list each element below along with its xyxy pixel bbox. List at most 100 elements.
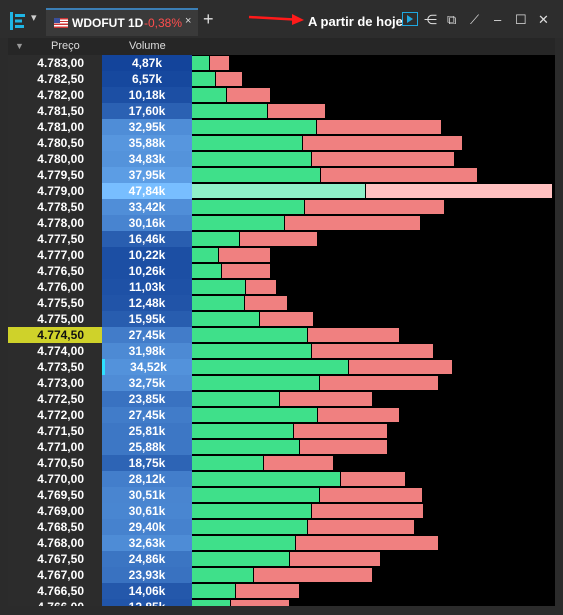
- sell-volume-bar: [209, 56, 229, 70]
- table-row[interactable]: 4.778,50 33,42k: [8, 199, 555, 215]
- sell-volume-bar: [307, 520, 414, 534]
- volume-cell: 17,60k: [102, 103, 192, 119]
- table-row[interactable]: 4.770,50 18,75k: [8, 455, 555, 471]
- volume-cell: 23,93k: [102, 567, 192, 583]
- table-row[interactable]: 4.783,00 4,87k: [8, 55, 555, 71]
- period-label[interactable]: A partir de hoje: [308, 14, 403, 29]
- play-replay-icon[interactable]: [402, 12, 418, 26]
- sell-volume-bar: [239, 232, 317, 246]
- table-row[interactable]: 4.776,00 11,03k: [8, 279, 555, 295]
- buy-volume-bar: [192, 376, 319, 390]
- table-row[interactable]: 4.768,50 29,40k: [8, 519, 555, 535]
- sell-volume-bar: [340, 472, 405, 486]
- table-row[interactable]: 4.775,00 15,95k: [8, 311, 555, 327]
- maximize-button[interactable]: ☐: [515, 12, 527, 27]
- table-row[interactable]: 4.772,00 27,45k: [8, 407, 555, 423]
- sell-volume-bar: [246, 280, 276, 294]
- table-row[interactable]: 4.780,50 35,88k: [8, 135, 555, 151]
- sell-volume-bar: [285, 216, 420, 230]
- buy-volume-bar: [192, 56, 209, 70]
- volume-cell: 10,26k: [102, 263, 192, 279]
- volume-cell: 30,61k: [102, 503, 192, 519]
- close-window-button[interactable]: ✕: [538, 12, 549, 27]
- volume-cell: 25,81k: [102, 423, 192, 439]
- buy-volume-bar: [192, 392, 280, 406]
- table-row[interactable]: 4.781,50 17,60k: [8, 103, 555, 119]
- buy-volume-bar: [192, 552, 289, 566]
- new-tab-button[interactable]: +: [203, 9, 214, 29]
- volume-cell: 12,48k: [102, 295, 192, 311]
- table-row[interactable]: 4.773,00 32,75k: [8, 375, 555, 391]
- buy-volume-bar: [192, 568, 253, 582]
- table-row[interactable]: 4.776,50 10,26k: [8, 263, 555, 279]
- table-row[interactable]: 4.771,50 25,81k: [8, 423, 555, 439]
- sell-volume-bar: [235, 584, 299, 598]
- table-row[interactable]: 4.770,00 28,12k: [8, 471, 555, 487]
- buy-volume-bar: [192, 104, 268, 118]
- volume-cell: 32,95k: [102, 119, 192, 135]
- volume-cell: 11,03k: [102, 279, 192, 295]
- sell-volume-bar: [230, 600, 290, 606]
- table-row[interactable]: 4.779,00 47,84k: [8, 183, 555, 199]
- sell-volume-bar: [259, 312, 314, 326]
- table-row[interactable]: 4.777,00 10,22k: [8, 247, 555, 263]
- price-cell: 4.777,50: [8, 231, 102, 247]
- table-row[interactable]: 4.766,50 14,06k: [8, 583, 555, 599]
- logo-menu-caret-icon[interactable]: ▾: [31, 12, 37, 24]
- app-logo-icon[interactable]: [8, 11, 28, 31]
- table-row[interactable]: 4.779,50 37,95k: [8, 167, 555, 183]
- table-row[interactable]: 4.771,00 25,88k: [8, 439, 555, 455]
- price-cell: 4.781,50: [8, 103, 102, 119]
- table-row[interactable]: 4.781,00 32,95k: [8, 119, 555, 135]
- table-row[interactable]: 4.769,50 30,51k: [8, 487, 555, 503]
- tab-close-button[interactable]: ×: [185, 15, 192, 27]
- table-row[interactable]: 4.782,50 6,57k: [8, 71, 555, 87]
- buy-volume-bar: [192, 344, 312, 358]
- table-row[interactable]: 4.775,50 12,48k: [8, 295, 555, 311]
- sort-caret-icon[interactable]: ▼: [15, 41, 24, 51]
- volume-at-price-table[interactable]: 4.783,00 4,87k 4.782,50 6,57k 4.782,00 10,18k…: [8, 55, 555, 606]
- price-cell: 4.776,50: [8, 263, 102, 279]
- sell-volume-bar: [221, 264, 271, 278]
- price-cell: 4.768,00: [8, 535, 102, 551]
- volume-cell: 25,88k: [102, 439, 192, 455]
- price-cell: 4.772,50: [8, 391, 102, 407]
- table-row[interactable]: 4.767,50 24,86k: [8, 551, 555, 567]
- table-row[interactable]: 4.774,00 31,98k: [8, 343, 555, 359]
- buy-volume-bar: [192, 216, 285, 230]
- volume-cell: 47,84k: [102, 183, 192, 199]
- share-icon[interactable]: ⋲: [424, 12, 437, 27]
- buy-volume-bar: [192, 520, 307, 534]
- table-row[interactable]: 4.782,00 10,18k: [8, 87, 555, 103]
- chart-trend-icon[interactable]: ⟋: [470, 12, 480, 27]
- table-row[interactable]: 4.773,50 34,52k: [8, 359, 555, 375]
- red-arrow-annotation-icon: [248, 14, 304, 25]
- sell-volume-bar: [215, 72, 242, 86]
- volume-column-header[interactable]: Volume: [129, 40, 166, 52]
- table-row[interactable]: 4.769,00 30,61k: [8, 503, 555, 519]
- volume-cell: 10,18k: [102, 87, 192, 103]
- table-row[interactable]: 4.780,00 34,83k: [8, 151, 555, 167]
- table-row[interactable]: 4.774,50 27,45k: [8, 327, 555, 343]
- minimize-button[interactable]: –: [494, 12, 502, 27]
- sell-volume-bar: [365, 184, 552, 198]
- volume-cell: 33,42k: [102, 199, 192, 215]
- volume-cell: 28,12k: [102, 471, 192, 487]
- volume-cell: 31,98k: [102, 343, 192, 359]
- table-row[interactable]: 4.766,0012,85k: [8, 599, 555, 606]
- table-row[interactable]: 4.772,50 23,85k: [8, 391, 555, 407]
- table-row[interactable]: 4.767,00 23,93k: [8, 567, 555, 583]
- sell-volume-bar: [318, 408, 399, 422]
- detach-window-icon[interactable]: ⧉: [447, 12, 457, 27]
- table-row[interactable]: 4.778,00 30,16k: [8, 215, 555, 231]
- sell-volume-bar: [316, 120, 441, 134]
- price-column-header[interactable]: Preço: [51, 40, 80, 52]
- table-row[interactable]: 4.768,00 32,63k: [8, 535, 555, 551]
- title-bar: ▾ WDOFUT 1D -0,38% × + A partir de hoje …: [0, 0, 563, 38]
- table-row[interactable]: 4.777,50 16,46k: [8, 231, 555, 247]
- buy-volume-bar: [192, 424, 294, 438]
- buy-volume-bar: [192, 280, 246, 294]
- sell-volume-bar: [289, 552, 380, 566]
- tab-wdofut[interactable]: WDOFUT 1D -0,38% ×: [46, 8, 198, 36]
